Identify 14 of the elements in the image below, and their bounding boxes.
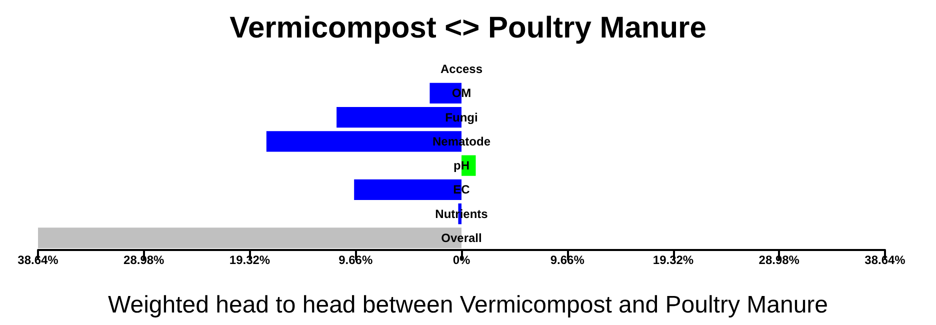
x-tick-label: 28.98% (758, 253, 800, 267)
x-tick-label: 19.32% (652, 253, 694, 267)
x-tick-label: 19.32% (229, 253, 270, 267)
x-tick-label: 38.64% (18, 253, 59, 267)
x-tick-label: 38.64% (864, 253, 906, 267)
y-tick-label: Access (440, 62, 483, 76)
x-tick-label: 9.66% (338, 253, 373, 267)
y-tick-label: Fungi (445, 110, 478, 124)
y-tick-label: Overall (441, 230, 482, 245)
x-tick-label: 9.66% (550, 253, 585, 267)
y-tick-label: pH (454, 158, 470, 173)
x-tick-label: 28.98% (124, 253, 165, 267)
chart-title: Vermicompost <> Poultry Manure (230, 12, 706, 44)
x-axis-title: Weighted head to head between Vermicompost and Poultry Manure (108, 292, 828, 318)
